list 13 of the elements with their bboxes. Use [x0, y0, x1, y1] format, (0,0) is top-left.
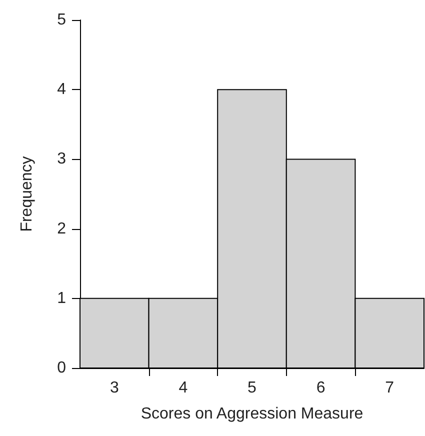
y-tick-label: 2 [57, 220, 66, 238]
y-tick-label: 4 [57, 81, 66, 98]
y-tick-label: 5 [57, 12, 66, 28]
x-tick-label: 4 [178, 380, 188, 396]
x-axis-title: Scores on Aggression Measure [140, 406, 364, 422]
x-tick-label: 3 [110, 380, 119, 396]
x-tick-label: 6 [316, 380, 326, 396]
y-tick-label: 3 [57, 150, 66, 168]
y-tick-label: 1 [57, 290, 66, 307]
y-axis-title: Frequency [18, 156, 36, 232]
x-tick-label: 5 [248, 380, 257, 396]
y-tick-label: 0 [57, 360, 66, 376]
x-tick-label: 7 [385, 380, 394, 396]
